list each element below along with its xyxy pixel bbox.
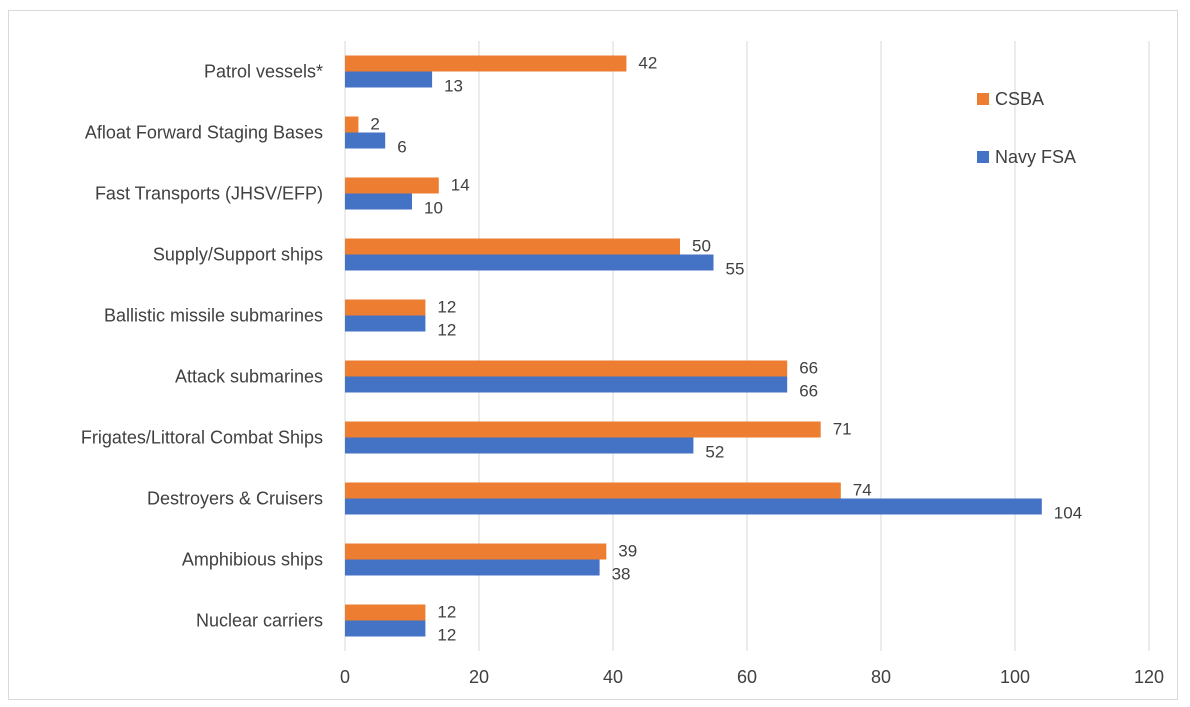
data-label-csba: 14 (451, 176, 470, 195)
category-labels: Nuclear carriers Amphibious ships Destroye… (81, 62, 323, 631)
data-label-navy-fsa: 66 (799, 382, 818, 401)
bar-navy-fsa (345, 437, 694, 454)
data-label-csba: 12 (437, 603, 456, 622)
x-tick-label: 100 (1000, 667, 1030, 687)
data-label-csba: 74 (853, 481, 872, 500)
x-tick-label: 80 (871, 667, 891, 687)
category-label: Frigates/Littoral Combat Ships (81, 428, 323, 448)
category-label: Nuclear carriers (196, 611, 323, 631)
category-label: Ballistic missile submarines (104, 306, 323, 326)
data-label-navy-fsa: 52 (705, 443, 724, 462)
category-label: Destroyers & Cruisers (147, 489, 323, 509)
bar-csba (345, 482, 841, 499)
category-label: Patrol vessels* (204, 62, 323, 82)
bar-navy-fsa (345, 498, 1042, 515)
data-label-csba: 2 (370, 115, 379, 134)
data-label-navy-fsa: 12 (437, 626, 456, 645)
bar-csba (345, 421, 821, 438)
bar-csba (345, 238, 680, 255)
data-label-csba: 42 (638, 54, 657, 73)
data-label-navy-fsa: 104 (1054, 504, 1082, 523)
x-axis-ticks: 0 20 40 60 80 100 120 (340, 667, 1164, 687)
bar-chart: 121239387410471526666121250551410264213 … (81, 41, 1164, 687)
chart-frame: 12 12 39 38 74 104 71 52 66 66 12 12 50 55 14 10 2 6 42 13 … (8, 10, 1178, 700)
bar-csba (345, 360, 788, 377)
bar-csba (345, 177, 439, 194)
x-tick-label: 20 (469, 667, 489, 687)
data-label-navy-fsa: 55 (726, 260, 745, 279)
gridlines (344, 41, 1150, 651)
data-label-navy-fsa: 38 (612, 565, 631, 584)
data-label-csba: 71 (833, 420, 852, 439)
data-label-csba: 39 (618, 542, 637, 561)
data-labels: 12 12 39 38 74 104 71 52 66 66 12 12 50 55 14 10 26 42 13 (370, 54, 1082, 645)
category-label: Fast Transports (JHSV/EFP) (95, 184, 323, 204)
x-tick-label: 120 (1134, 667, 1164, 687)
category-label: Supply/Support ships (153, 245, 323, 265)
bars (345, 55, 1042, 637)
x-tick-label: 0 (340, 667, 350, 687)
bar-csba (345, 604, 426, 621)
bar-navy-fsa (345, 315, 426, 332)
x-tick-label: 40 (603, 667, 623, 687)
x-tick-label: 60 (737, 667, 757, 687)
bar-csba (345, 299, 426, 316)
bar-navy-fsa (345, 71, 433, 88)
bar-navy-fsa (345, 376, 788, 393)
data-label-navy-fsa: 6 (397, 138, 406, 157)
legend-swatch (977, 151, 989, 163)
category-label: Afloat Forward Staging Bases (85, 123, 323, 143)
legend-swatch (977, 93, 989, 105)
category-label: Attack submarines (175, 367, 323, 387)
category-label: Amphibious ships (182, 550, 323, 570)
legend-label: Navy FSA (995, 147, 1076, 167)
bar-navy-fsa (345, 620, 426, 637)
legend: CSBA Navy FSA (977, 89, 1076, 167)
data-label-csba: 50 (692, 237, 711, 256)
bar-navy-fsa (345, 254, 714, 271)
data-label-navy-fsa: 13 (444, 77, 463, 96)
bar-csba (345, 116, 359, 133)
bar-navy-fsa (345, 132, 386, 149)
data-label-navy-fsa: 10 (424, 199, 443, 218)
legend-label: CSBA (995, 89, 1044, 109)
bar-navy-fsa (345, 193, 412, 210)
data-label-navy-fsa: 12 (437, 321, 456, 340)
bar-csba (345, 55, 627, 72)
bar-navy-fsa (345, 559, 600, 576)
data-label-csba: 66 (799, 359, 818, 378)
data-label-csba: 12 (437, 298, 456, 317)
bar-csba (345, 543, 607, 560)
